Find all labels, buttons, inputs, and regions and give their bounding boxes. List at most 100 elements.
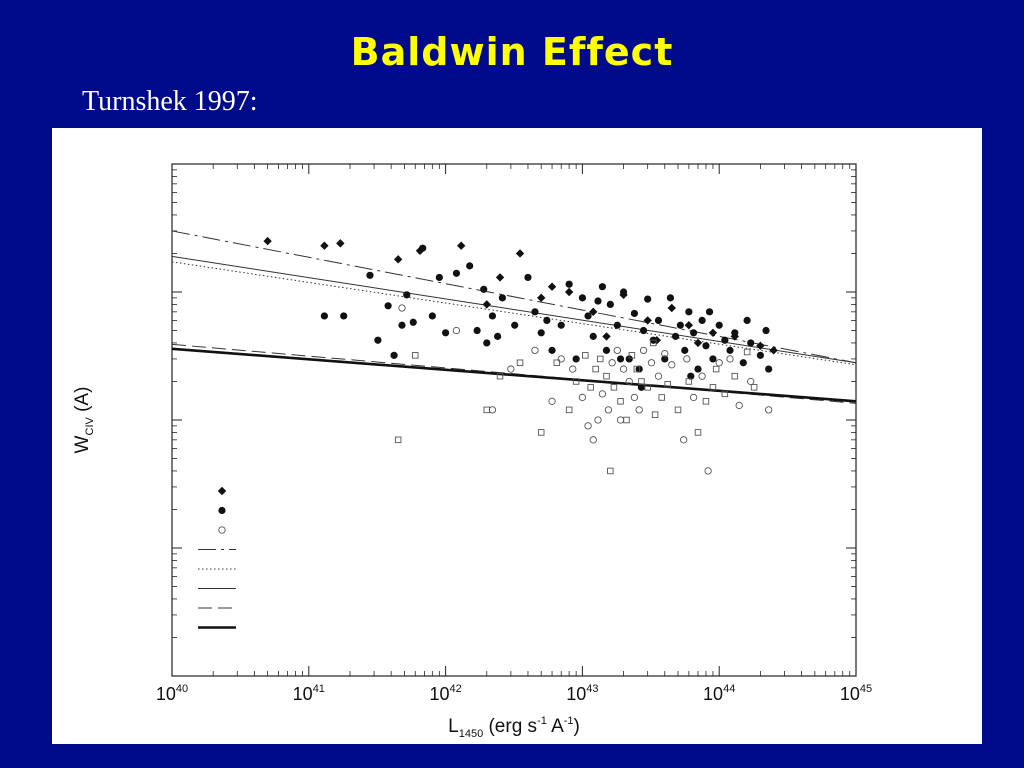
data-point-filled-circle bbox=[762, 326, 770, 335]
data-point-diamond bbox=[602, 332, 611, 341]
data-point-open-mixed bbox=[531, 346, 539, 355]
data-point-diamond bbox=[667, 303, 676, 313]
data-point-open-mixed bbox=[638, 378, 645, 385]
data-point-open-mixed bbox=[628, 352, 636, 359]
data-point-filled-circle bbox=[320, 312, 328, 320]
data-point-filled-circle bbox=[654, 316, 663, 324]
data-point-open-mixed bbox=[668, 361, 676, 369]
data-point-filled-circle bbox=[616, 355, 625, 363]
data-point-filled-circle bbox=[511, 321, 519, 329]
data-point-open-mixed bbox=[630, 393, 639, 402]
data-point-filled-circle bbox=[403, 291, 411, 299]
data-point-open-mixed bbox=[694, 429, 702, 436]
data-point-diamond bbox=[537, 293, 546, 303]
data-point-filled-circle bbox=[687, 372, 695, 380]
data-point-open-mixed bbox=[587, 384, 594, 391]
data-point-filled-circle bbox=[602, 346, 611, 354]
data-point-open-mixed bbox=[743, 348, 751, 356]
data-point-filled-circle bbox=[619, 288, 628, 296]
data-point-filled-circle bbox=[630, 309, 639, 318]
plot-frame bbox=[171, 163, 857, 677]
data-point-open-mixed bbox=[569, 365, 577, 373]
slide-title: Baldwin Effect bbox=[350, 30, 674, 74]
y-axis-label: WCIV (A) bbox=[72, 387, 96, 454]
data-point-diamond bbox=[684, 321, 694, 330]
data-point-filled-circle bbox=[731, 329, 739, 337]
data-point-open-mixed bbox=[412, 352, 419, 359]
data-point-filled-circle bbox=[483, 339, 491, 347]
data-point-open-mixed bbox=[721, 390, 729, 398]
fit-line-solid-thick bbox=[171, 347, 857, 403]
data-point-filled-circle bbox=[452, 269, 461, 277]
data-point-filled-circle bbox=[625, 355, 633, 363]
data-point-diamond bbox=[482, 300, 491, 309]
data-point-open-mixed bbox=[726, 355, 734, 363]
data-point-open-mixed bbox=[584, 422, 592, 430]
data-point-open-mixed bbox=[698, 372, 706, 380]
data-point-open-mixed bbox=[650, 339, 657, 347]
data-point-open-mixed bbox=[625, 377, 633, 386]
data-point-filled-circle bbox=[721, 336, 729, 344]
data-point-filled-circle bbox=[494, 332, 502, 340]
data-point-diamond bbox=[693, 338, 703, 348]
data-point-filled-circle bbox=[598, 283, 606, 291]
data-point-open-mixed bbox=[452, 326, 461, 335]
data-point-open-mixed bbox=[617, 398, 624, 405]
data-point-open-mixed bbox=[589, 436, 597, 444]
data-point-diamond bbox=[515, 249, 525, 258]
data-point-filled-circle bbox=[442, 329, 450, 337]
data-point-open-mixed bbox=[398, 304, 406, 312]
x-axis-label: L1450 (erg s-1 A-1) bbox=[448, 715, 580, 740]
data-point-open-mixed bbox=[747, 377, 755, 386]
data-point-filled-circle bbox=[398, 321, 406, 329]
data-point-open-mixed bbox=[488, 406, 497, 414]
data-point-filled-circle bbox=[584, 312, 592, 320]
data-point-diamond bbox=[643, 316, 652, 325]
data-point-filled-circle bbox=[765, 365, 773, 373]
data-point-open-mixed bbox=[658, 394, 665, 401]
data-point-open-mixed bbox=[664, 381, 671, 388]
data-point-filled-circle bbox=[676, 321, 684, 329]
data-point-open-mixed bbox=[496, 372, 504, 380]
data-point-open-mixed bbox=[735, 401, 743, 410]
data-point-filled-circle bbox=[578, 294, 587, 302]
data-point-open-mixed bbox=[639, 346, 648, 355]
data-point-filled-circle bbox=[548, 346, 556, 354]
data-point-open-mixed bbox=[633, 365, 641, 373]
data-point-open-mixed bbox=[683, 355, 691, 363]
data-point-filled-circle bbox=[639, 326, 648, 335]
data-point-filled-circle bbox=[671, 332, 680, 340]
data-point-diamond bbox=[547, 282, 557, 291]
data-point-filled-circle bbox=[756, 351, 764, 359]
data-point-diamond bbox=[393, 255, 403, 264]
data-point-filled-circle bbox=[705, 308, 714, 316]
data-point-open-mixed bbox=[604, 406, 613, 414]
data-point-open-mixed bbox=[596, 355, 604, 363]
data-point-filled-circle bbox=[419, 244, 427, 252]
data-point-open-mixed bbox=[537, 429, 545, 436]
data-point-filled-circle bbox=[466, 262, 474, 270]
data-point-open-mixed bbox=[578, 393, 587, 402]
data-point-filled-circle bbox=[661, 355, 669, 363]
data-point-diamond bbox=[589, 307, 598, 317]
data-point-open-mixed bbox=[553, 359, 561, 367]
data-point-filled-circle bbox=[374, 336, 382, 344]
data-point-open-mixed bbox=[623, 416, 630, 424]
legend-marker bbox=[217, 486, 227, 496]
x-tick-label: 1043 bbox=[566, 683, 598, 704]
data-point-open-mixed bbox=[704, 467, 712, 475]
data-point-filled-circle bbox=[739, 359, 747, 367]
data-point-filled-circle bbox=[498, 294, 506, 302]
data-point-filled-circle bbox=[435, 273, 443, 282]
fit-line-longdash bbox=[171, 230, 857, 364]
data-point-filled-circle bbox=[565, 280, 573, 288]
data-point-open-mixed bbox=[608, 359, 616, 367]
data-point-open-mixed bbox=[607, 467, 614, 475]
data-point-filled-circle bbox=[366, 271, 374, 279]
data-point-filled-circle bbox=[681, 346, 689, 354]
data-point-filled-circle bbox=[690, 329, 698, 337]
data-point-open-mixed bbox=[661, 349, 669, 358]
data-point-diamond bbox=[756, 341, 765, 350]
data-point-open-mixed bbox=[507, 365, 515, 373]
data-point-filled-circle bbox=[694, 365, 702, 373]
